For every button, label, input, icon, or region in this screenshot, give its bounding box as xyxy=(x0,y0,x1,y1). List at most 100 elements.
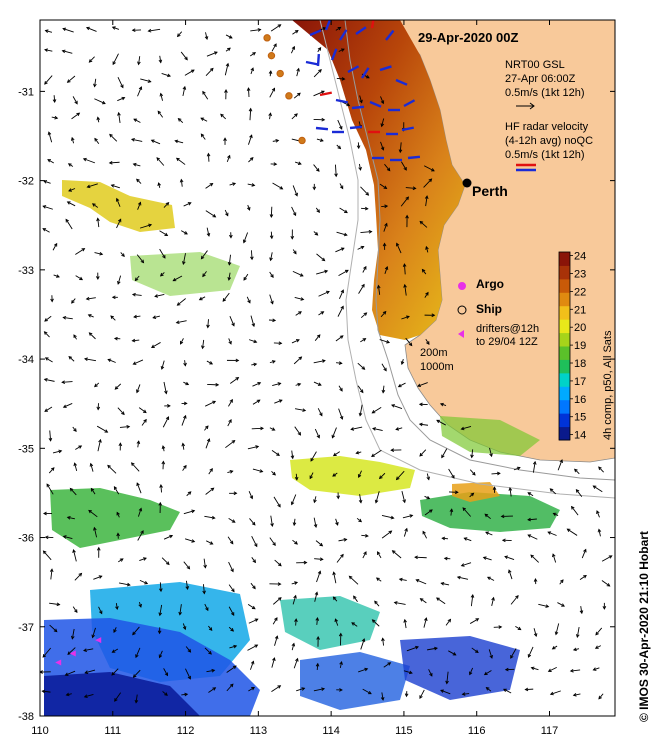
model-arrow-head xyxy=(254,543,258,548)
model-arrow-head xyxy=(249,157,254,161)
model-arrow-shaft xyxy=(338,408,343,420)
model-arrow-head xyxy=(559,459,563,463)
y-tick-label: -33 xyxy=(18,265,34,277)
model-arrow-shaft xyxy=(138,407,147,413)
model-arrow-shaft xyxy=(49,624,58,632)
model-arrow-shaft xyxy=(205,210,216,218)
model-arrow-shaft xyxy=(50,569,53,580)
model-arrow-head xyxy=(409,514,414,518)
model-arrow-shaft xyxy=(47,159,55,164)
model-arrow-head xyxy=(470,492,475,497)
model-arrow-head xyxy=(136,482,140,487)
model-arrow-shaft xyxy=(137,202,141,210)
model-arrow-shaft xyxy=(486,687,492,692)
model-arrow-shaft xyxy=(222,292,230,302)
hf-radar-arrow xyxy=(403,99,416,108)
model-arrow-head xyxy=(44,29,49,33)
y-tick-label: -35 xyxy=(18,443,34,455)
model-arrow-head xyxy=(154,294,159,298)
model-arrow-shaft xyxy=(202,339,205,349)
model-arrow-shaft xyxy=(509,487,512,497)
model-arrow-shaft xyxy=(208,468,213,475)
model-arrow-head xyxy=(209,182,214,187)
model-arrow-shaft xyxy=(360,186,369,196)
model-arrow-head xyxy=(405,315,410,319)
model-arrow-head xyxy=(254,644,259,648)
model-arrow-shaft xyxy=(173,275,183,282)
model-arrow-shaft xyxy=(250,582,256,589)
model-arrow-shaft xyxy=(185,668,191,680)
model-arrow-head xyxy=(131,292,136,297)
model-arrow-head xyxy=(290,501,295,506)
argo-float-marker xyxy=(267,51,276,60)
model-arrow-head xyxy=(275,139,280,143)
model-arrow-head xyxy=(98,438,102,443)
model-arrow-head xyxy=(309,475,313,480)
model-arrow-head xyxy=(211,515,216,520)
latitude-ticks: -31 -32 -33 -34 -35 -36 -37 -38 xyxy=(18,86,615,723)
model-arrow-shaft xyxy=(313,517,317,528)
model-arrow-head xyxy=(138,603,142,608)
model-arrow-head xyxy=(202,90,206,95)
model-arrow-shaft xyxy=(228,272,231,281)
model-arrow-shaft xyxy=(469,469,476,476)
drifter-legend-line1: drifters@12h xyxy=(476,323,539,335)
model-arrow-head xyxy=(365,75,370,79)
model-arrow-shaft xyxy=(318,311,324,316)
model-arrow-head xyxy=(183,464,187,469)
model-arrow-shaft xyxy=(181,693,188,696)
model-arrow-head xyxy=(62,535,67,539)
model-arrow-shaft xyxy=(295,619,297,626)
model-arrow-head xyxy=(579,610,584,615)
model-arrow-shaft xyxy=(295,473,298,480)
model-arrow-head xyxy=(350,427,355,431)
model-arrow-head xyxy=(278,399,283,403)
model-arrow-head xyxy=(503,688,507,692)
model-arrow-shaft xyxy=(270,515,273,527)
model-arrow-shaft xyxy=(274,399,283,404)
model-arrow-head xyxy=(187,202,192,206)
model-arrow-head xyxy=(231,322,235,327)
model-arrow-shaft xyxy=(133,163,141,167)
model-arrow-head xyxy=(504,667,509,672)
model-arrow-head xyxy=(206,152,211,157)
model-arrow-shaft xyxy=(510,648,517,659)
model-arrow-head xyxy=(142,409,147,414)
model-arrow-head xyxy=(249,134,253,139)
model-arrow-shaft xyxy=(372,407,382,414)
model-arrow-head xyxy=(363,551,367,555)
model-arrow-shaft xyxy=(317,408,323,416)
model-arrow-head xyxy=(235,358,240,363)
model-arrow-head xyxy=(109,133,113,138)
model-arrow-shaft xyxy=(295,311,302,316)
model-arrow-shaft xyxy=(269,294,274,304)
model-arrow-shaft xyxy=(75,275,83,280)
model-arrow-shaft xyxy=(44,331,50,338)
model-arrow-shaft xyxy=(557,459,563,471)
model-arrow-head xyxy=(491,596,495,601)
model-arrow-head xyxy=(131,338,136,343)
model-arrow-shaft xyxy=(111,184,120,189)
model-arrow-head xyxy=(53,242,58,247)
model-arrow-shaft xyxy=(360,638,365,650)
model-arrow-head xyxy=(431,313,436,318)
model-arrow-head xyxy=(421,268,426,273)
isobath-1000m xyxy=(319,20,615,499)
model-arrow-head xyxy=(140,259,145,264)
model-arrow-head xyxy=(83,694,88,698)
model-arrow-head xyxy=(451,474,455,479)
drifter-legend-line2: to 29/04 12Z xyxy=(476,336,538,348)
model-arrow-head xyxy=(260,426,265,431)
model-arrow-head xyxy=(292,522,297,527)
model-arrow-head xyxy=(130,462,135,467)
colorbar-tick-label: 17 xyxy=(574,376,586,388)
model-arrow-head xyxy=(96,406,101,411)
model-arrow-shaft xyxy=(200,133,206,140)
model-arrow-head xyxy=(178,611,182,616)
model-arrow-head xyxy=(222,298,227,302)
model-arrow-head xyxy=(320,311,325,315)
model-arrow-shaft xyxy=(62,50,73,54)
model-arrow-shaft xyxy=(42,647,52,658)
model-arrow-shaft xyxy=(294,426,301,436)
model-arrow-head xyxy=(117,280,121,285)
